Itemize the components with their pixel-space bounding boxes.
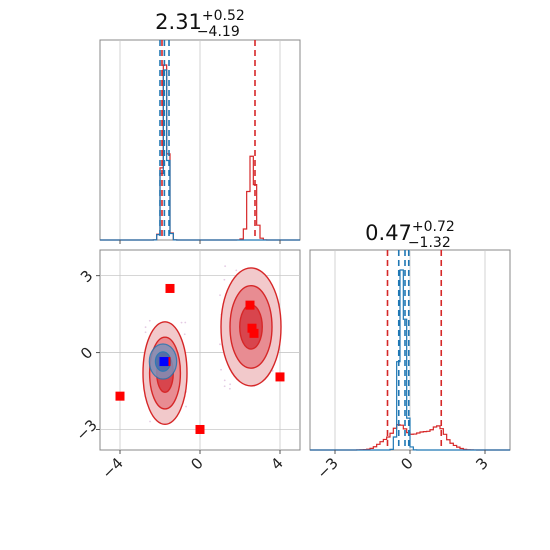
sample-point [271, 369, 274, 372]
y-tick-label: 0 [77, 344, 96, 363]
sample-point [223, 379, 226, 382]
x-tick-label: 0 [397, 454, 416, 473]
sample-point [219, 343, 221, 346]
panel-top-left-histograms [100, 64, 300, 241]
sample-point [235, 269, 238, 272]
panel-top-left [99, 39, 301, 244]
panel-top-left-ticks [119, 240, 281, 244]
marker-red-square [275, 372, 285, 382]
marker-red-square [195, 424, 205, 434]
x-tick-label: −3 [313, 454, 341, 482]
panel-top-left-grid [119, 40, 281, 240]
sample-point [148, 319, 151, 322]
title-param2: 0.47+0.72 −1.32 [365, 219, 455, 251]
panel-bottom-left-markers [115, 283, 285, 434]
marker-red-square [249, 328, 259, 338]
x-tick-label: 3 [472, 454, 491, 473]
marker-red-square [247, 323, 257, 333]
marker-blue-square [159, 357, 169, 367]
sample-point [144, 331, 147, 334]
marker-red-square [115, 391, 125, 401]
sample-point [220, 368, 222, 371]
sample-point [184, 321, 187, 324]
histogram-blue [100, 69, 300, 241]
panel-top-left-quantile-lines [159, 40, 256, 240]
title-param2-minus: −1.32 [408, 235, 451, 251]
panel-bottom-right-histograms [310, 269, 510, 451]
sample-point [149, 420, 151, 423]
sample-point [228, 387, 231, 390]
panel-bottom-right-ticks: −3 0 3 [313, 450, 492, 482]
sample-point [223, 385, 226, 388]
sample-point [224, 265, 227, 268]
title-param2-value: 0.47 [365, 221, 412, 245]
title-param2-plus: +0.72 [412, 219, 455, 235]
sample-point [219, 294, 221, 297]
sample-point [180, 321, 183, 324]
panel-bottom-right-quantile-lines [386, 250, 443, 450]
marker-red-square [245, 300, 255, 310]
panel-bottom-right: −3 0 3 [309, 249, 511, 482]
y-tick-label: −3 [73, 416, 101, 444]
sample-point [229, 383, 232, 386]
sample-point [223, 278, 226, 281]
y-tick-label: 3 [77, 267, 96, 286]
sample-point [144, 326, 147, 329]
title-param1-minus: −4.19 [197, 24, 240, 40]
title-param1: 2.31+0.52 −4.19 [155, 8, 245, 40]
x-tick-label: 0 [187, 454, 206, 473]
histogram-blue [310, 269, 510, 451]
x-tick-label: −4 [98, 454, 126, 482]
sample-point [183, 333, 186, 336]
marker-red-square [165, 283, 175, 293]
title-param1-value: 2.31 [155, 10, 202, 34]
panel-bottom-right-grid [334, 250, 486, 450]
title-param1-plus: +0.52 [202, 8, 245, 24]
panel-bottom-left: −4 0 4 −3 0 3 [73, 249, 301, 482]
sample-point [185, 405, 187, 408]
x-tick-label: 4 [267, 454, 286, 473]
